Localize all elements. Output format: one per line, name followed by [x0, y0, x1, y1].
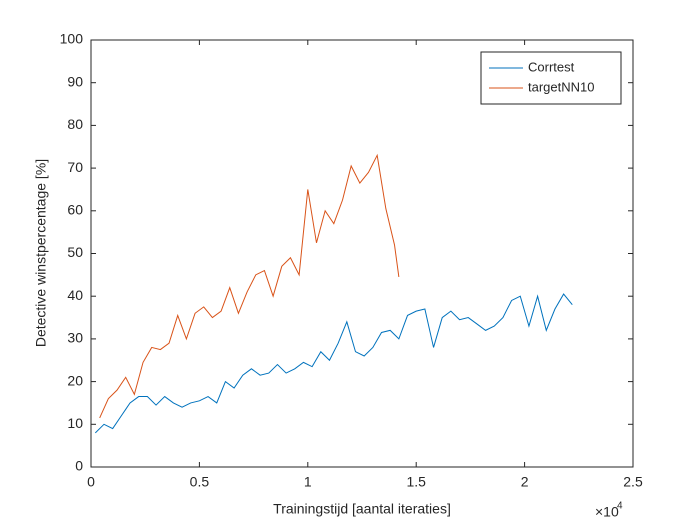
- y-tick-label: 0: [75, 458, 83, 474]
- x-tick-label: 0.5: [190, 474, 210, 490]
- x-tick-label: 1.5: [406, 474, 426, 490]
- line: [94, 293, 573, 434]
- y-tick-label: 50: [67, 244, 83, 260]
- x-tick-label: 2: [521, 474, 529, 490]
- y-tick-label: 30: [67, 330, 83, 346]
- y-tick-label: 40: [67, 287, 83, 303]
- line: [99, 153, 400, 419]
- x-multiplier: ×10: [595, 504, 619, 520]
- y-tick-label: 10: [67, 415, 83, 431]
- y-tick-label: 80: [67, 116, 83, 132]
- y-tick-label: 90: [67, 73, 83, 89]
- legend-label: targetNN10: [528, 79, 594, 94]
- x-multiplier-exponent: 4: [617, 501, 623, 512]
- x-axis-label: Trainingstijd [aantal iteraties]: [273, 501, 451, 517]
- y-tick-label: 70: [67, 159, 83, 175]
- y-tick-label: 60: [67, 202, 83, 218]
- plot-area: [90, 39, 634, 468]
- legend-box: [480, 51, 622, 105]
- legend-label: Corrtest: [528, 59, 575, 74]
- x-tick-label: 2.5: [623, 474, 643, 490]
- y-tick-label: 20: [67, 372, 83, 388]
- y-axis-label: Detective winstpercentage [%]: [33, 159, 49, 347]
- y-tick-label: 100: [60, 31, 84, 47]
- x-tick-label: 0: [87, 474, 95, 490]
- x-tick-label: 1: [304, 474, 312, 490]
